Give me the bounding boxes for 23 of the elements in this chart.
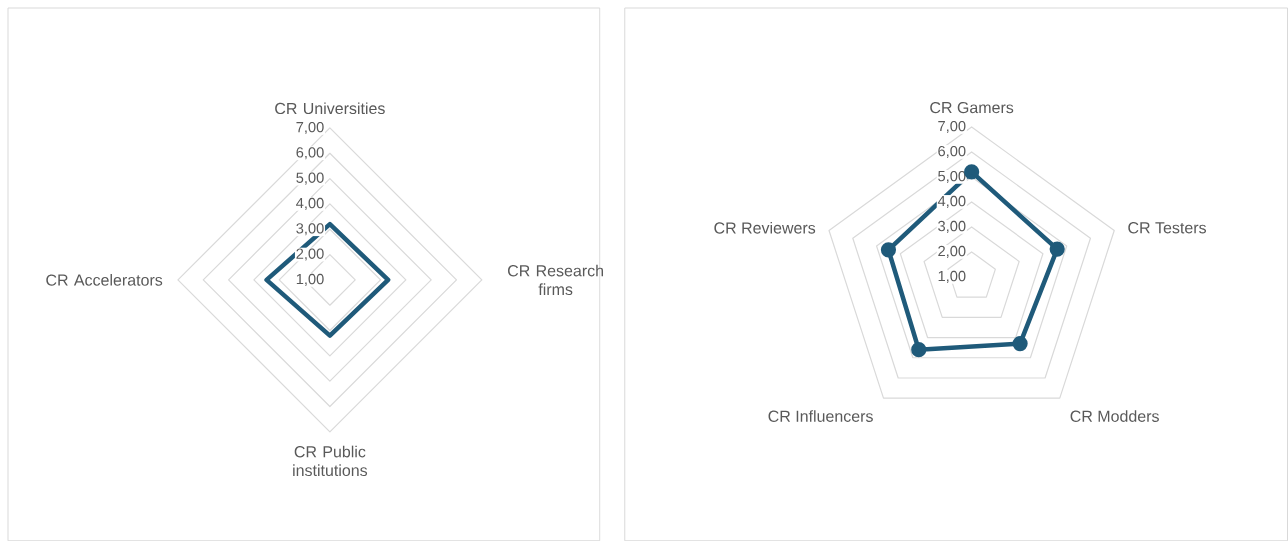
spoke-label: CR Testers — [1128, 221, 1207, 234]
y-tick-label: 3,00 — [938, 220, 966, 233]
y-tick-label: 1,00 — [938, 270, 966, 283]
spoke-label: CR Research firms — [508, 264, 604, 295]
spoke-label: CR Gamers — [930, 101, 1014, 114]
y-tick-label: 5,00 — [938, 170, 966, 183]
y-tick-label: 5,00 — [296, 172, 324, 185]
y-tick-label: 6,00 — [296, 147, 324, 160]
spoke-label: CR Influencers — [768, 410, 873, 422]
y-tick-label: 3,00 — [296, 223, 324, 236]
spoke-label: CR Accelerators — [46, 273, 163, 286]
spoke-label: CR Reviewers — [714, 221, 816, 234]
y-tick-label: 6,00 — [938, 145, 966, 158]
spoke-label: CR Public institutions — [293, 445, 368, 476]
spoke-label: CR Modders — [1070, 410, 1159, 422]
y-tick-label: 7,00 — [296, 121, 324, 134]
y-tick-label: 2,00 — [296, 248, 324, 261]
y-tick-label: 7,00 — [938, 120, 966, 133]
y-tick-label: 1,00 — [296, 273, 324, 286]
y-tick-label: 4,00 — [937, 195, 966, 208]
spoke-label: CR Universities — [275, 102, 385, 114]
y-tick-label: 4,00 — [296, 197, 324, 210]
y-tick-label: 2,00 — [938, 245, 966, 258]
